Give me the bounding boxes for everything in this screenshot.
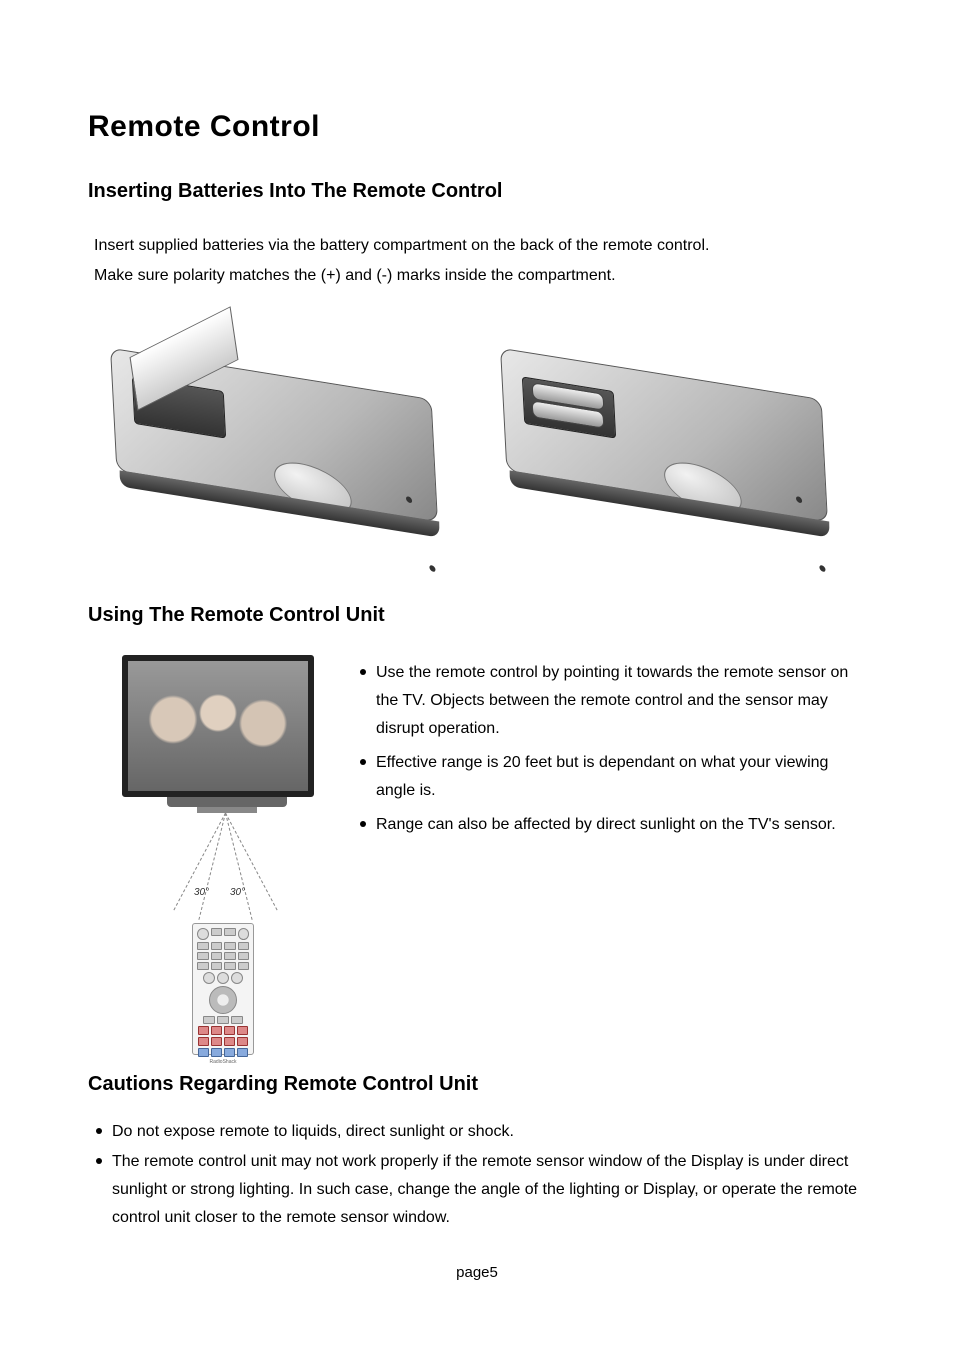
- tv-stand: [167, 797, 287, 807]
- manual-page: Remote Control Inserting Batteries Into …: [0, 0, 954, 1351]
- list-item: Range can also be affected by direct sun…: [360, 811, 866, 839]
- tv-screen: [122, 655, 314, 797]
- cone-line: [198, 813, 226, 920]
- mini-remote-illustration: RadioShack: [192, 923, 254, 1055]
- remote-body-shape: [500, 348, 828, 523]
- list-item: The remote control unit may not work pro…: [88, 1148, 866, 1232]
- list-item: Use the remote control by pointing it to…: [360, 659, 866, 743]
- angle-label-right: 30°: [230, 887, 245, 898]
- section-cautions: Cautions Regarding Remote Control Unit D…: [88, 1073, 866, 1232]
- intro-paragraph: Insert supplied batteries via the batter…: [94, 231, 866, 290]
- section-heading: Using The Remote Control Unit: [88, 604, 866, 627]
- using-bullets: Use the remote control by pointing it to…: [360, 659, 866, 1025]
- tv-screen-content: [128, 661, 308, 791]
- remote-oval-button: [662, 454, 744, 524]
- section-using-remote: Using The Remote Control Unit 30° 30°: [88, 604, 866, 1025]
- tv-remote-diagram: 30° 30° RadioShack: [122, 655, 332, 1025]
- page-title: Remote Control: [88, 110, 866, 144]
- cautions-list: Do not expose remote to liquids, direct …: [88, 1118, 866, 1232]
- intro-line-2: Make sure polarity matches the (+) and (…: [94, 267, 616, 284]
- mini-remote-brand: RadioShack: [197, 1059, 249, 1065]
- using-row: 30° 30° RadioShack: [88, 655, 866, 1025]
- mini-remote-buttons: RadioShack: [193, 924, 253, 1069]
- tv-base: [197, 807, 257, 813]
- remote-dot: [429, 565, 435, 573]
- page-number: page5: [88, 1264, 866, 1281]
- remote-oval-button: [272, 454, 354, 524]
- cone-line: [225, 813, 253, 920]
- remote-image-batteries: [488, 314, 838, 544]
- list-item: Effective range is 20 feet but is depend…: [360, 749, 866, 805]
- angle-label-left: 30°: [194, 887, 209, 898]
- remote-dot: [406, 496, 412, 504]
- remote-image-open: [98, 314, 448, 544]
- list-item: Do not expose remote to liquids, direct …: [88, 1118, 866, 1146]
- section-inserting-batteries: Inserting Batteries Into The Remote Cont…: [88, 180, 866, 544]
- section-heading: Inserting Batteries Into The Remote Cont…: [88, 180, 866, 203]
- section-heading: Cautions Regarding Remote Control Unit: [88, 1073, 866, 1096]
- intro-line-1: Insert supplied batteries via the batter…: [94, 237, 709, 254]
- remote-dot: [819, 565, 825, 573]
- battery-images-row: [88, 314, 866, 544]
- remote-dot: [796, 496, 802, 504]
